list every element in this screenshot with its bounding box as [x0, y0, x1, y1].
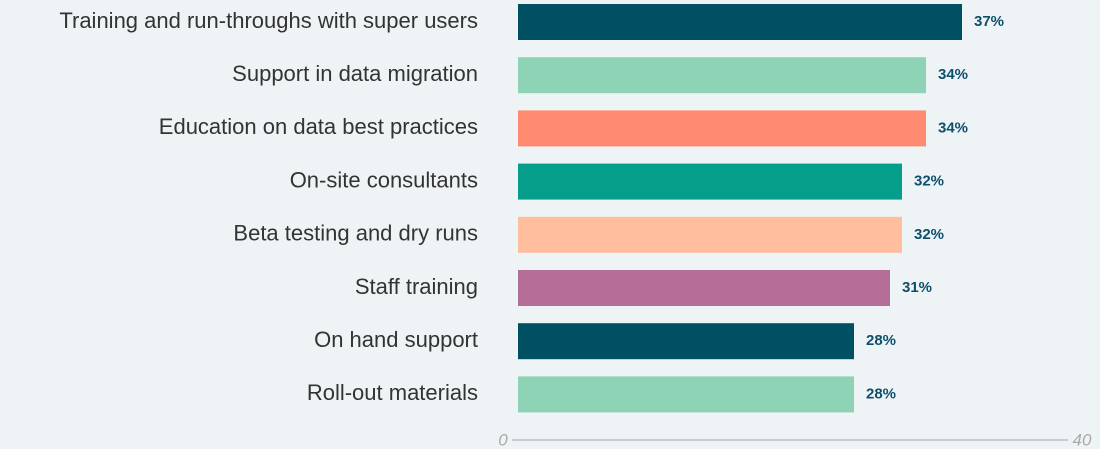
bar — [518, 57, 926, 94]
bar — [518, 216, 902, 253]
category-label: Roll-out materials — [307, 380, 478, 405]
value-label: 34% — [938, 66, 968, 83]
category-label: On hand support — [314, 327, 478, 352]
x-tick-label: 0 — [498, 430, 508, 449]
value-label: 31% — [902, 279, 932, 296]
category-label: Beta testing and dry runs — [233, 221, 478, 246]
value-label: 37% — [974, 13, 1004, 30]
category-label: Staff training — [355, 274, 478, 299]
value-label: 28% — [866, 332, 896, 349]
value-label: 32% — [914, 226, 944, 243]
bar — [518, 270, 890, 306]
bar — [518, 323, 854, 360]
bar — [518, 110, 926, 147]
x-tick-label: 40 — [1073, 430, 1092, 449]
category-label: On-site consultants — [290, 167, 478, 192]
category-label: Training and run-throughs with super use… — [59, 8, 478, 33]
category-label: Education on data best practices — [159, 114, 478, 139]
value-label: 28% — [866, 385, 896, 402]
bar — [518, 4, 962, 40]
category-label: Support in data migration — [232, 61, 478, 86]
value-label: 32% — [914, 173, 944, 190]
bar — [518, 376, 854, 413]
value-label: 34% — [938, 119, 968, 136]
bar — [518, 163, 902, 200]
